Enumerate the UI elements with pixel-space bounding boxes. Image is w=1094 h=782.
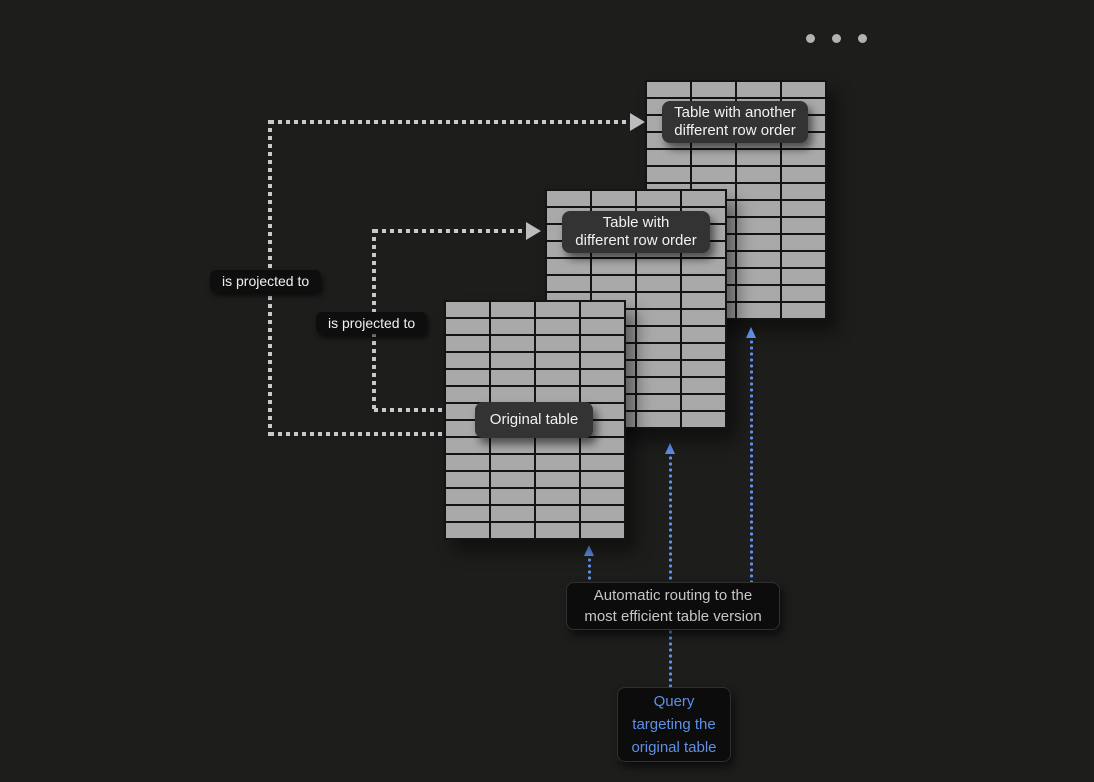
table-label-another-row-order: Table with another different row order [662, 101, 808, 143]
projection-path-inner-bottom [374, 408, 446, 412]
overflow-menu-icon[interactable] [806, 34, 867, 43]
table-label-original: Original table [475, 402, 593, 438]
routing-line-to-back-table [750, 340, 753, 583]
projection-path-outer-bottom [270, 432, 446, 436]
table-label-line: different row order [674, 122, 796, 139]
routing-note-line: most efficient table version [584, 608, 762, 625]
table-label-line: different row order [575, 232, 697, 249]
projection-path-outer-top [270, 120, 630, 124]
query-box-line: Query [653, 693, 695, 710]
table-label-line: Table with another [674, 104, 796, 121]
query-box: Query targeting the original table [617, 687, 731, 762]
routing-note: Automatic routing to the most efficient … [566, 582, 780, 630]
arrowhead-up-icon [584, 545, 594, 556]
routing-line-to-middle-table [669, 456, 672, 583]
arrowhead-right-icon [526, 222, 541, 240]
edge-label-is-projected-to-inner: is projected to [316, 312, 428, 334]
arrowhead-right-icon [630, 113, 645, 131]
menu-dot [858, 34, 867, 43]
query-box-line: targeting the [632, 716, 716, 733]
query-box-line: original table [631, 739, 717, 756]
arrowhead-up-icon [746, 327, 756, 338]
routing-note-line: Automatic routing to the [593, 587, 753, 604]
table-label-different-row-order: Table with different row order [562, 211, 710, 253]
menu-dot [832, 34, 841, 43]
routing-line-to-original-table [588, 558, 591, 583]
table-original [444, 300, 626, 540]
menu-dot [806, 34, 815, 43]
table-label-line: Table with [602, 214, 670, 231]
query-to-routing-line [669, 630, 672, 687]
arrowhead-up-icon [665, 443, 675, 454]
projection-path-inner-top [374, 229, 526, 233]
edge-label-is-projected-to-outer: is projected to [210, 270, 322, 292]
